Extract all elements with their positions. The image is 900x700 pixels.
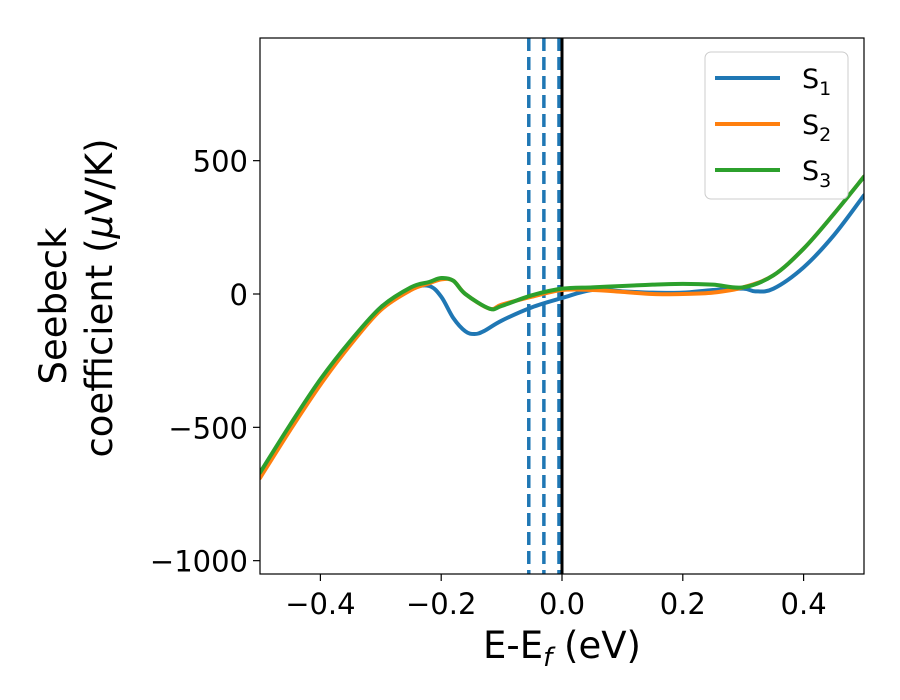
x-tick-label: 0.2 bbox=[660, 587, 706, 621]
y-tick-label: −500 bbox=[168, 411, 248, 445]
x-tick-label: −0.4 bbox=[285, 587, 355, 621]
y-tick-label: −1000 bbox=[150, 545, 248, 579]
x-tick-label: 0.4 bbox=[781, 587, 827, 621]
vertical-lines bbox=[527, 38, 564, 574]
x-axis-title-unit: (eV) bbox=[552, 624, 641, 667]
series-lines bbox=[260, 174, 864, 480]
x-axis-title: E-Ef (eV) bbox=[483, 624, 641, 673]
series-line-s3 bbox=[260, 174, 864, 475]
x-tick-label: −0.2 bbox=[406, 587, 476, 621]
x-axis-ticks: −0.4 −0.2 0.0 0.2 0.4 bbox=[285, 574, 827, 621]
y-axis-title-line2: coefficient (μV/K) bbox=[78, 138, 121, 457]
x-tick-label: 0.0 bbox=[539, 587, 585, 621]
legend-label-s3: S3 bbox=[802, 156, 831, 192]
legend-label-s2: S2 bbox=[802, 110, 831, 146]
y-axis-title-mu: μ bbox=[78, 215, 121, 240]
y-axis-ticks: −1000 −500 0 500 bbox=[150, 145, 260, 579]
legend-label-s1: S1 bbox=[802, 64, 831, 100]
y-tick-label: 0 bbox=[230, 278, 248, 312]
y-tick-label: 500 bbox=[193, 145, 248, 179]
y-axis-title-line1: Seebeck bbox=[32, 227, 75, 385]
legend: S1 S2 S3 bbox=[704, 51, 849, 200]
